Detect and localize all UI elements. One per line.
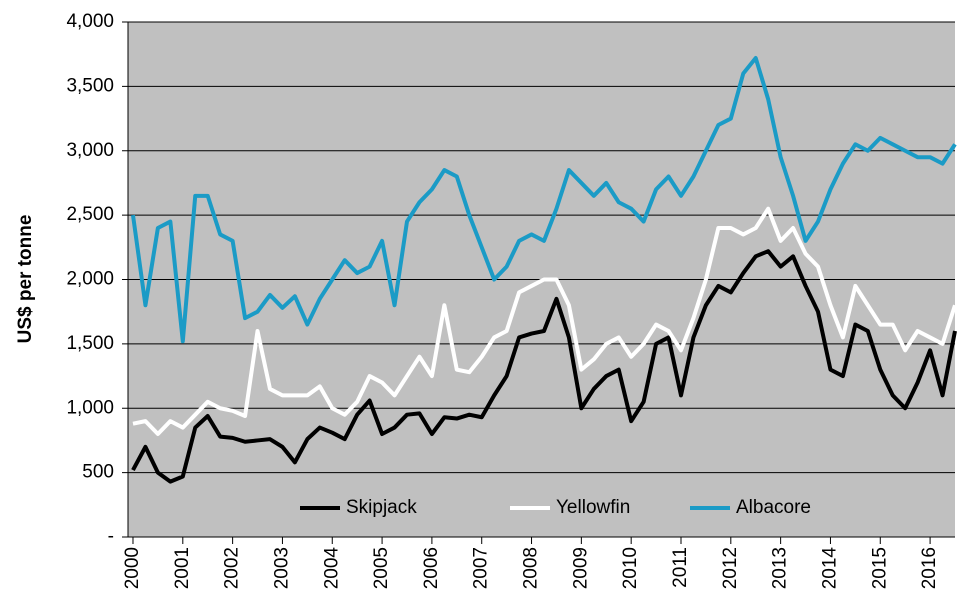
y-tick-label: 3,500: [66, 75, 114, 96]
x-tick-label: 2000: [122, 547, 143, 589]
x-tick-label: 2009: [570, 547, 591, 589]
x-tick-label: 2008: [521, 547, 542, 589]
y-tick-label: 4,000: [66, 11, 114, 32]
x-tick-label: 2005: [371, 547, 392, 589]
x-tick-label: 2001: [172, 547, 193, 589]
x-tick-label: 2003: [271, 547, 292, 589]
y-tick-label: 500: [82, 462, 114, 483]
x-tick-label: 2006: [421, 547, 442, 589]
y-tick-label: 2,500: [66, 204, 114, 225]
y-tick-label: 1,500: [66, 333, 114, 354]
x-tick-label: 2016: [919, 547, 940, 589]
y-tick-label: -: [108, 526, 114, 547]
legend-label: Yellowfin: [556, 497, 630, 518]
line-series: [131, 249, 957, 484]
legend-label: Albacore: [736, 497, 811, 518]
y-axis-label: US$ per tonne: [15, 215, 36, 344]
x-tick-label: 2002: [222, 547, 243, 589]
line-series: [132, 206, 957, 436]
legend-label: Skipjack: [346, 497, 417, 518]
x-tick-label: 2007: [471, 547, 492, 589]
x-tick-label: 2012: [720, 547, 741, 589]
x-tick-label: 2014: [819, 547, 840, 590]
x-tick-label: 2015: [869, 547, 890, 589]
x-tick-label: 2011: [670, 547, 691, 588]
line-series: [131, 56, 957, 344]
y-tick-label: 3,000: [66, 140, 114, 161]
x-tick-label: 2013: [770, 547, 791, 589]
x-tick-label: 2004: [321, 547, 342, 590]
y-tick-label: 1,000: [66, 397, 114, 418]
y-tick-label: 2,000: [66, 269, 114, 290]
x-tick-label: 2010: [620, 547, 641, 589]
